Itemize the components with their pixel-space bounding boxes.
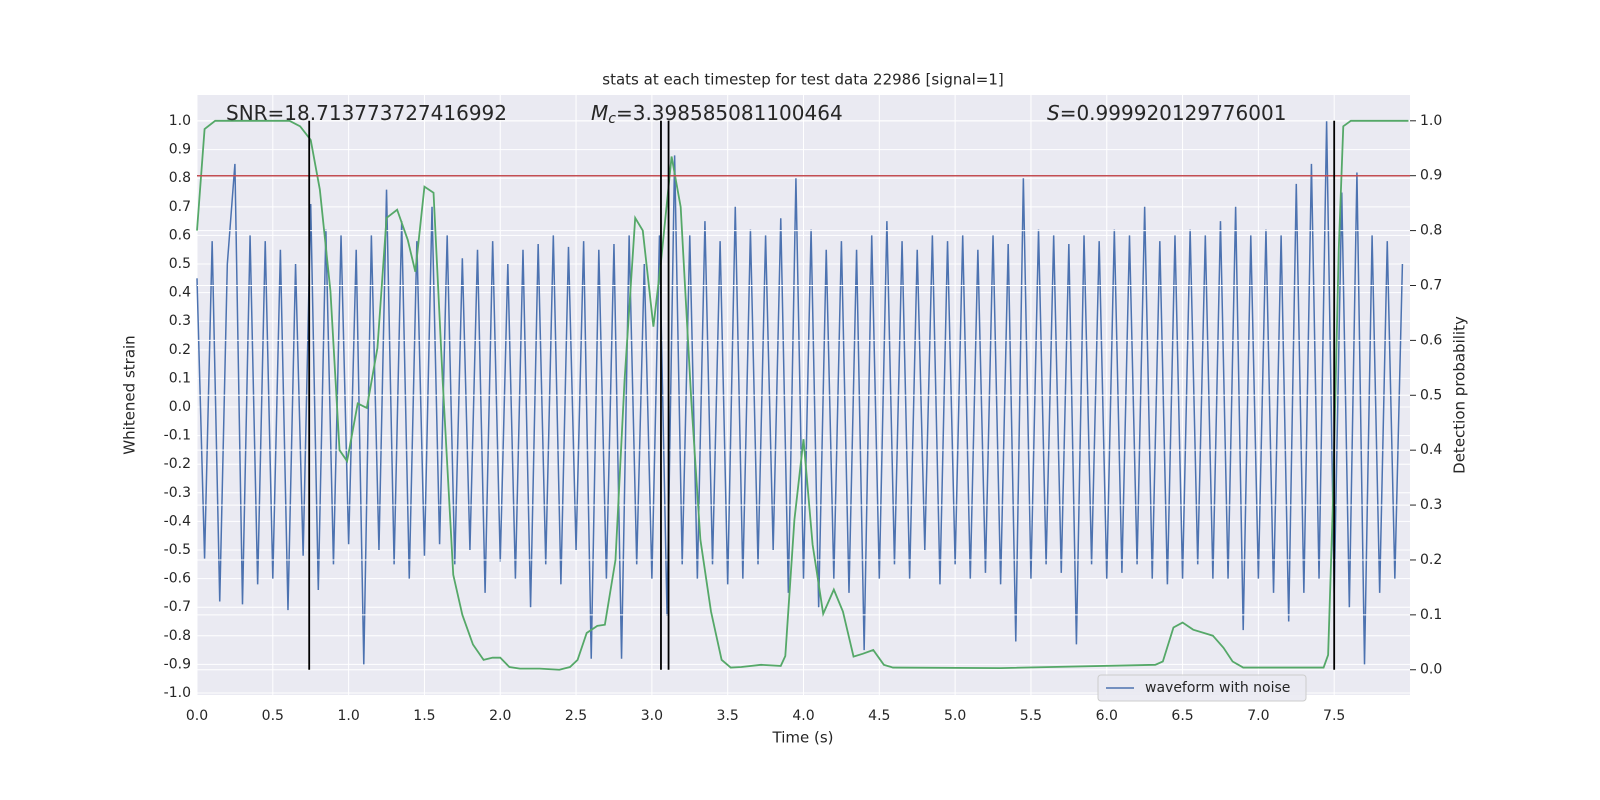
x-tick-label: 4.0 bbox=[792, 708, 814, 724]
y-tick-label: 0.6 bbox=[169, 227, 191, 243]
y2-tick-label: 0.1 bbox=[1420, 607, 1442, 623]
y2-tick-label: 0.6 bbox=[1420, 332, 1442, 348]
y-tick-label: 0.9 bbox=[169, 142, 191, 158]
y-tick-label: -0.9 bbox=[164, 656, 191, 672]
x-tick-label: 5.5 bbox=[1020, 708, 1042, 724]
y-tick-label: -0.3 bbox=[164, 485, 191, 501]
x-tick-label: 3.0 bbox=[641, 708, 663, 724]
x-tick-label: 7.5 bbox=[1323, 708, 1345, 724]
y-tick-label: 0.5 bbox=[169, 256, 191, 272]
annotation: Mc=3.398585081100464 bbox=[591, 101, 843, 128]
y2-tick-label: 0.9 bbox=[1420, 168, 1442, 184]
y-tick-label: 0.7 bbox=[169, 199, 191, 215]
y-tick-label: -0.5 bbox=[164, 542, 191, 558]
y-tick-label: 0.4 bbox=[169, 285, 191, 301]
annotation-text: =0.999920129776001 bbox=[1060, 101, 1287, 125]
x-axis-label: Time (s) bbox=[772, 729, 834, 747]
y2-tick-label: 1.0 bbox=[1420, 113, 1442, 129]
annotation-subscript: c bbox=[608, 111, 616, 127]
x-tick-label: 6.0 bbox=[1096, 708, 1118, 724]
chart-title: stats at each timestep for test data 229… bbox=[602, 71, 1003, 89]
x-tick-label: 1.0 bbox=[337, 708, 359, 724]
y2-axis-label: Detection probability bbox=[1451, 316, 1469, 474]
x-tick-label: 5.0 bbox=[944, 708, 966, 724]
x-tick-label: 2.0 bbox=[489, 708, 511, 724]
y-tick-label: -1.0 bbox=[164, 685, 191, 701]
annotation-text: =3.398585081100464 bbox=[616, 101, 843, 125]
y2-tick-label: 0.7 bbox=[1420, 277, 1442, 293]
y-tick-label: 1.0 bbox=[169, 113, 191, 129]
x-tick-label: 4.5 bbox=[868, 708, 890, 724]
y-tick-label: 0.1 bbox=[169, 370, 191, 386]
y-axis-label: Whitened strain bbox=[121, 335, 139, 454]
series-line bbox=[196, 121, 1404, 665]
y-tick-label: -0.8 bbox=[164, 628, 191, 644]
y2-tick-label: 0.4 bbox=[1420, 442, 1442, 458]
y-tick-label: -0.6 bbox=[164, 571, 191, 587]
y-tick-label: -0.4 bbox=[164, 513, 191, 529]
annotation: SNR=18.713773727416992 bbox=[226, 101, 507, 125]
legend-box bbox=[1097, 674, 1307, 702]
x-tick-label: 1.5 bbox=[413, 708, 435, 724]
annotation: S=0.999920129776001 bbox=[1047, 101, 1286, 125]
y-tick-label: 0.0 bbox=[169, 399, 191, 415]
x-tick-label: 0.5 bbox=[262, 708, 284, 724]
y2-tick-label: 0.2 bbox=[1420, 552, 1442, 568]
y-tick-label: 0.3 bbox=[169, 313, 191, 329]
annotation-symbol: S bbox=[1047, 101, 1060, 125]
x-tick-label: 2.5 bbox=[565, 708, 587, 724]
x-tick-label: 3.5 bbox=[717, 708, 739, 724]
x-tick-label: 0.0 bbox=[186, 708, 208, 724]
y2-tick-label: 0.3 bbox=[1420, 497, 1442, 513]
x-tick-label: 6.5 bbox=[1171, 708, 1193, 724]
y-tick-label: -0.7 bbox=[164, 599, 191, 615]
y2-tick-label: 0.0 bbox=[1420, 662, 1442, 678]
y2-tick-label: 0.8 bbox=[1420, 223, 1442, 239]
x-tick-label: 7.0 bbox=[1247, 708, 1269, 724]
y-tick-label: -0.2 bbox=[164, 456, 191, 472]
y-tick-label: 0.8 bbox=[169, 170, 191, 186]
y-tick-label: -0.1 bbox=[164, 428, 191, 444]
annotation-symbol: M bbox=[591, 101, 608, 125]
y-tick-label: 0.2 bbox=[169, 342, 191, 358]
legend-label: waveform with noise bbox=[1145, 680, 1290, 696]
annotation-text: SNR=18.713773727416992 bbox=[226, 101, 507, 125]
y2-tick-label: 0.5 bbox=[1420, 387, 1442, 403]
